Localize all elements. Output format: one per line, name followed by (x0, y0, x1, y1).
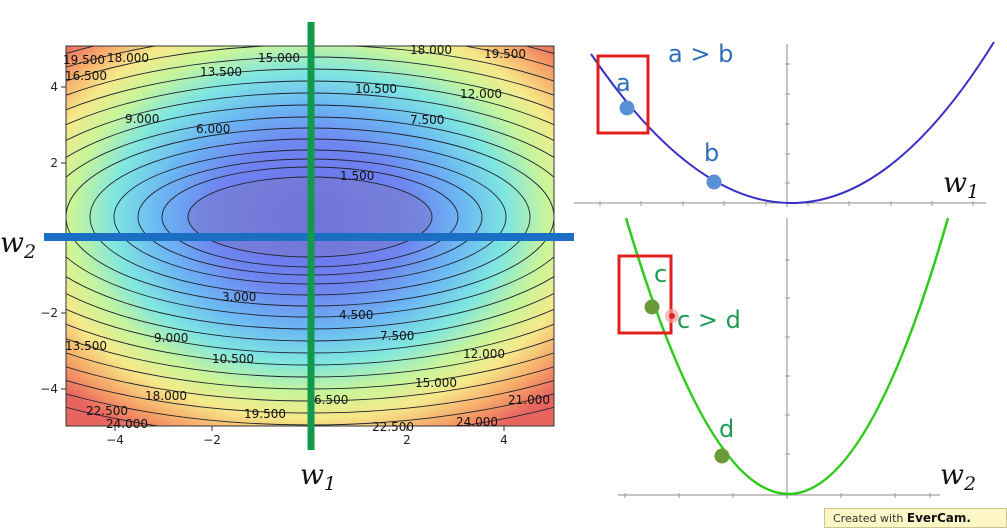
point-b-marker (706, 174, 722, 190)
contour-label: 24.000 (106, 417, 148, 431)
contour-label: 9.000 (125, 112, 159, 126)
bottom-axis-ticks (624, 259, 931, 498)
contour-y-tick-labels: 4 2 −2 −4 (40, 80, 58, 396)
contour-value-labels: 19.500 18.000 15.000 18.000 19.500 16.50… (63, 43, 550, 434)
watermark-brand: EverCam. (906, 511, 971, 525)
point-c-marker (644, 299, 660, 315)
watermark-prefix: Created with (833, 512, 904, 525)
top-w1-label: w1 (943, 166, 979, 203)
contour-label: 7.500 (410, 113, 444, 127)
contour-label: 1.500 (340, 169, 374, 183)
y-tick-label: −4 (40, 382, 58, 396)
top-comparison-title: a > b (668, 40, 733, 68)
contour-label: 18.000 (107, 51, 149, 65)
contour-label: 19.500 (484, 47, 526, 61)
point-c-label: c (654, 260, 667, 288)
point-a-label: a (616, 69, 631, 97)
bottom-parabola (624, 217, 950, 496)
contour-label: 24.000 (456, 415, 498, 429)
contour-label: 22.500 (86, 404, 128, 418)
contour-plot: 19.500 18.000 15.000 18.000 19.500 16.50… (0, 22, 574, 495)
contour-label: 19.500 (244, 407, 286, 421)
contour-label: 21.000 (508, 393, 550, 407)
point-b-label: b (704, 139, 719, 167)
y-tick-label: −2 (40, 306, 58, 320)
contour-label: 18.000 (410, 43, 452, 57)
x-tick-label: −4 (106, 433, 124, 447)
point-a-marker (619, 100, 635, 116)
contour-label: 10.500 (355, 82, 397, 96)
contour-label: 13.500 (65, 339, 107, 353)
top-axis-ticks (599, 63, 974, 206)
top-parabola (590, 41, 995, 204)
contour-label: 15.000 (258, 51, 300, 65)
contour-label: 6.000 (196, 122, 230, 136)
w2-axis-label: w2 (0, 226, 36, 263)
contour-label: 12.000 (463, 347, 505, 361)
bottom-comparison-title: c > d (677, 306, 741, 334)
contour-label: 13.500 (200, 65, 242, 79)
contour-x-tick-labels: −4 −2 2 4 (106, 433, 508, 447)
contour-label: 9.000 (154, 331, 188, 345)
point-c-highlight-box (617, 254, 673, 335)
x-tick-label: 4 (500, 433, 508, 447)
bottom-curve-panel: c d c > d w2 (617, 217, 976, 499)
contour-tick-marks (61, 86, 505, 431)
evercam-watermark: Created with EverCam. (824, 508, 1007, 528)
contour-label: 18.000 (145, 389, 187, 403)
y-tick-label: 4 (50, 80, 58, 94)
bottom-w2-label: w2 (940, 458, 976, 495)
contour-label: 12.000 (460, 87, 502, 101)
top-curve-panel: a b a > b w1 (574, 40, 995, 207)
contour-label: 16.500 (65, 69, 107, 83)
contour-label: 7.500 (380, 329, 414, 343)
point-d-marker (714, 448, 730, 464)
contour-label: 15.000 (415, 376, 457, 390)
y-tick-label: 2 (50, 156, 58, 170)
contour-label: 22.500 (372, 420, 414, 434)
contour-label: 4.500 (339, 308, 373, 322)
w1-axis-label: w1 (300, 458, 336, 495)
contour-label: 19.500 (63, 53, 105, 67)
cursor-dot (669, 313, 675, 319)
contour-label: 3.000 (222, 290, 256, 304)
contour-label: 10.500 (212, 352, 254, 366)
point-a-highlight-box (596, 54, 650, 135)
x-tick-label: −2 (203, 433, 221, 447)
point-d-label: d (719, 415, 734, 443)
contour-label: 6.500 (314, 393, 348, 407)
x-tick-label: 2 (403, 433, 411, 447)
